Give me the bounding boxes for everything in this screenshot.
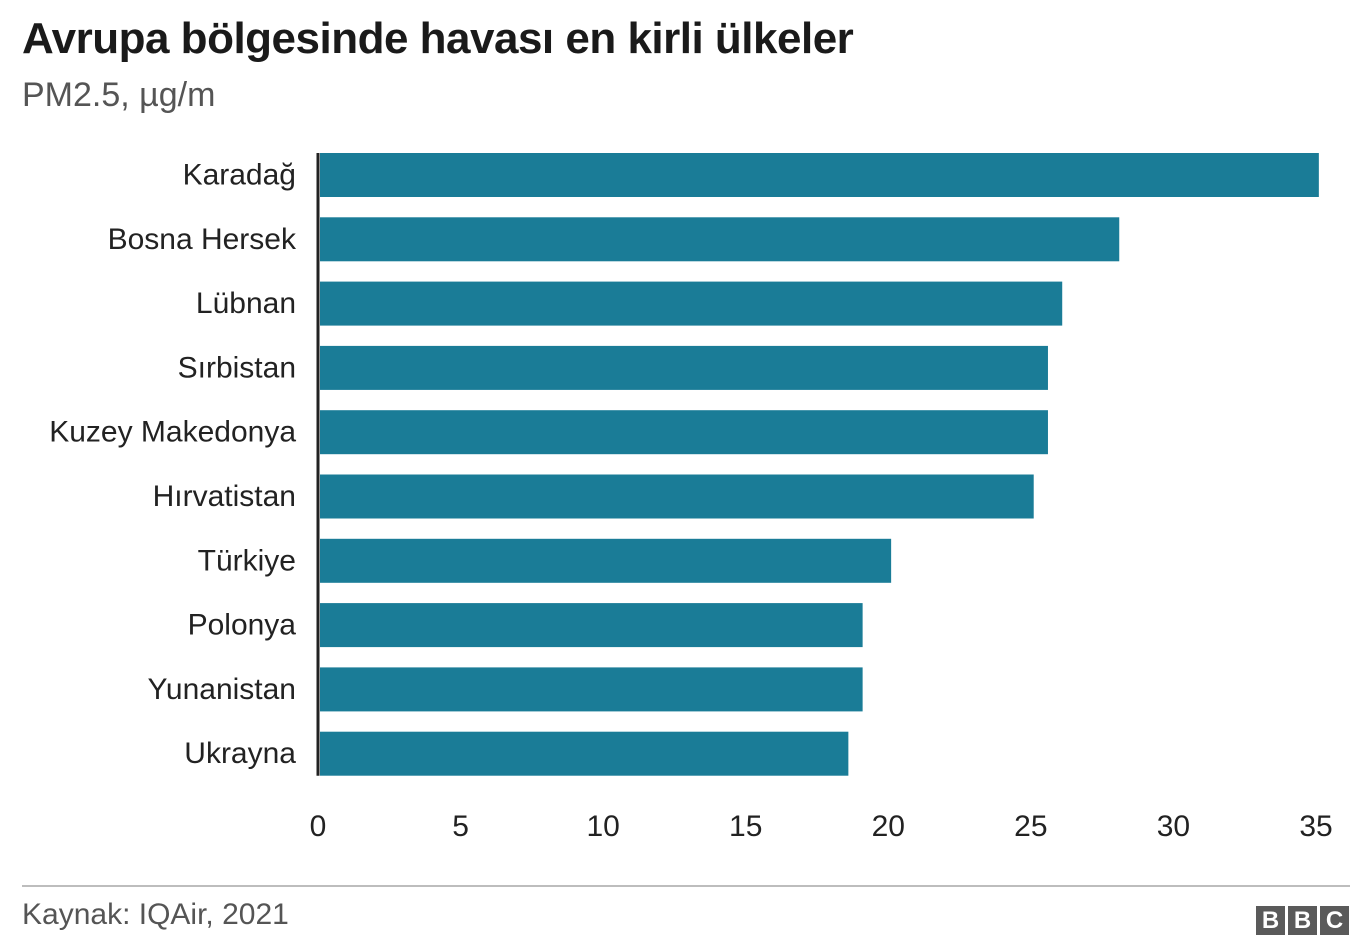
logo-letter: B xyxy=(1256,906,1285,935)
x-tick-label: 0 xyxy=(310,810,327,843)
bbc-logo: B B C xyxy=(1256,906,1349,935)
category-label: Hırvatistan xyxy=(153,480,296,513)
category-label: Yunanistan xyxy=(148,673,296,706)
category-label: Polonya xyxy=(188,609,297,642)
bar xyxy=(320,667,863,712)
logo-letter: C xyxy=(1320,906,1349,935)
category-label: Lübnan xyxy=(196,287,296,320)
bar xyxy=(320,153,1319,197)
chart-title: Avrupa bölgesinde havası en kirli ülkele… xyxy=(22,14,854,63)
x-tick-label: 10 xyxy=(586,810,619,843)
category-label: Türkiye xyxy=(198,544,296,577)
bar xyxy=(320,731,849,776)
category-label: Bosna Hersek xyxy=(108,223,297,256)
category-label: Ukrayna xyxy=(184,737,296,770)
logo-letter: B xyxy=(1288,906,1317,935)
bar-chart: Karadağ Bosna Hersek Lübnan Sırbistan Kuzey … xyxy=(49,153,1333,843)
category-label: Karadağ xyxy=(183,159,296,192)
x-tick-label: 20 xyxy=(872,810,905,843)
x-tick-label: 25 xyxy=(1014,810,1047,843)
bar xyxy=(320,603,863,648)
x-tick-label: 35 xyxy=(1299,810,1332,843)
x-tick-label: 5 xyxy=(452,810,469,843)
source-note: Kaynak: IQAir, 2021 xyxy=(22,898,289,931)
chart-subtitle: PM2.5, µg/m xyxy=(22,76,216,114)
x-tick-label: 30 xyxy=(1157,810,1190,843)
bar xyxy=(320,281,1063,326)
bar xyxy=(320,345,1048,390)
category-label: Sırbistan xyxy=(178,351,296,384)
bar xyxy=(320,474,1034,519)
category-label: Kuzey Makedonya xyxy=(49,416,296,449)
bar xyxy=(320,217,1120,262)
x-tick-label: 15 xyxy=(729,810,762,843)
bar xyxy=(320,410,1048,455)
bar xyxy=(320,538,892,583)
footer-divider xyxy=(22,885,1350,887)
